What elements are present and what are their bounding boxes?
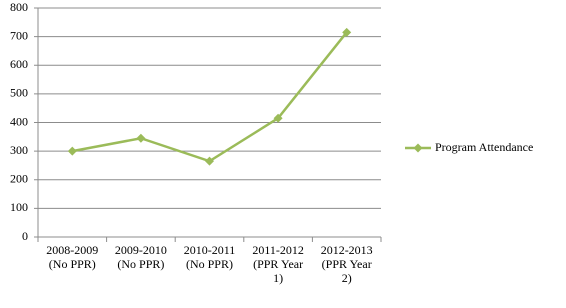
x-tick-label: 2011-2012 (PPR Year 1) <box>252 243 304 285</box>
x-tick-label: 2009-2010 (No PPR) <box>114 243 167 271</box>
series-line <box>72 31 348 163</box>
x-tick-label-box: 2008-2009 (No PPR) <box>46 243 99 271</box>
y-tick-label: 700 <box>10 28 28 42</box>
x-tick-label-box: 2011-2012 (PPR Year 1) <box>252 243 304 285</box>
y-tick-label: 100 <box>10 200 28 214</box>
data-point <box>342 27 352 37</box>
legend-label: Program Attendance <box>435 140 533 154</box>
y-tick-label: 500 <box>10 86 28 100</box>
y-tick-label: 300 <box>10 143 28 157</box>
x-tick-label-box: 2010-2011 (No PPR) <box>183 243 236 271</box>
y-tick-label: 0 <box>22 229 28 243</box>
y-tick-label: 400 <box>10 114 28 128</box>
data-point <box>205 156 214 166</box>
data-point <box>273 113 283 123</box>
y-tick-label: 800 <box>10 0 28 14</box>
x-tick-label-box: 2012-2013 (PPR Year 2) <box>320 243 373 285</box>
y-tick-label: 600 <box>10 57 28 71</box>
data-point <box>67 146 77 156</box>
x-tick-label-box: 2009-2010 (No PPR) <box>114 243 167 271</box>
data-point <box>136 133 146 143</box>
legend-marker <box>413 143 423 153</box>
x-tick-label: 2012-2013 (PPR Year 2) <box>320 243 373 285</box>
x-tick-label: 2010-2011 (No PPR) <box>183 243 236 271</box>
x-tick-label: 2008-2009 (No PPR) <box>46 243 99 271</box>
y-tick-label: 200 <box>10 172 28 186</box>
